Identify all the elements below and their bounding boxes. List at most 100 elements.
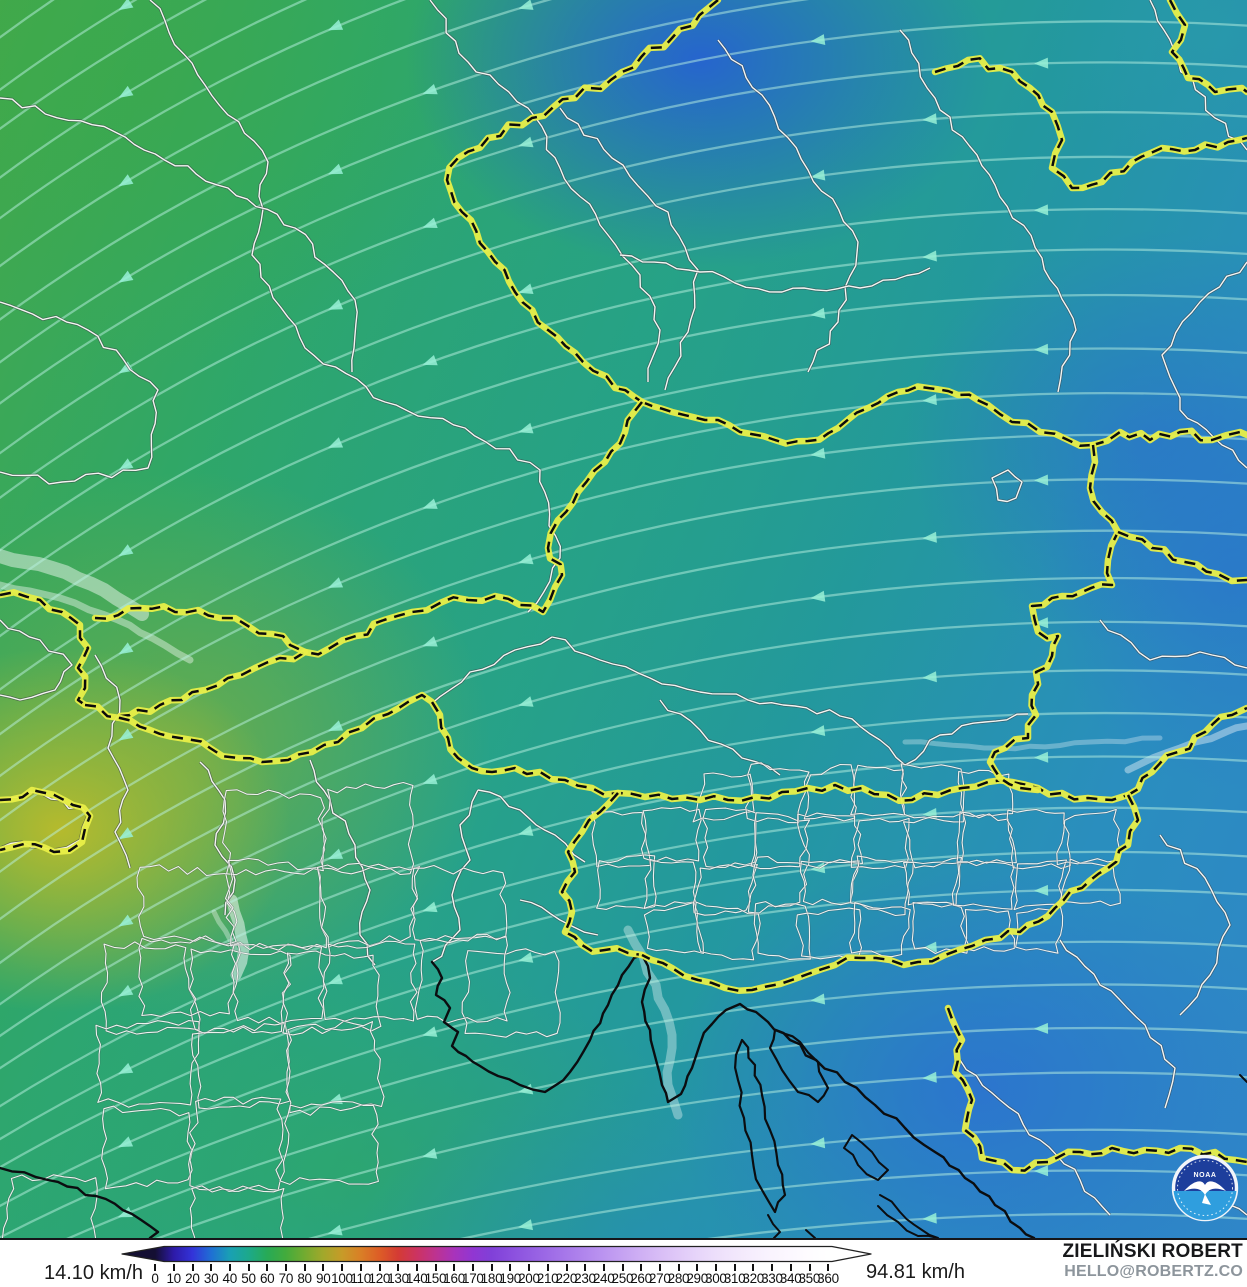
legend-tick [696,1264,699,1271]
country-border-dashes [0,788,92,854]
wind-arrow-icon [922,113,937,125]
wind-flow-map[interactable]: NOAA [0,0,1247,1240]
wind-arrow-icon [328,848,344,859]
legend-tick-label: 170 [461,1271,484,1286]
wind-arrow-icon [118,270,134,283]
wind-arrow-icon [922,394,937,406]
wind-arrow-icon [922,531,937,543]
admin-border-halo [898,29,1078,393]
municipal-border [702,807,758,869]
municipal-border [230,944,325,1024]
mura-river [1124,722,1247,774]
municipal-border [282,950,382,1036]
legend-tick-label: 300 [705,1271,727,1286]
municipal-border [753,901,811,960]
wind-arrow-icon [118,1136,134,1148]
municipal-halo [281,949,382,1036]
legend-tick-label: 40 [222,1271,238,1286]
legend-tick [584,1264,587,1271]
municipal-border [224,857,327,951]
streamline [0,293,1247,638]
legend-tick-label: 260 [630,1271,652,1286]
legend-tick [827,1264,830,1271]
municipal-border [747,855,809,914]
admin-border [619,254,931,293]
lake-streak [211,909,239,953]
streamline [0,888,1247,1169]
country-border-casing [944,1004,1247,1174]
legend-tick-label: 160 [443,1271,465,1286]
wind-arrow-icon [422,84,438,95]
legend-tick-label: 140 [405,1271,428,1286]
municipal-border [850,817,910,869]
legend-tick-label: 30 [203,1271,219,1286]
wind-arrow-icon [422,355,438,366]
municipal-border [100,941,201,1035]
legend-tick [434,1264,437,1271]
municipal-border [692,864,758,916]
admin-borders [0,0,1247,1217]
legend-tick [789,1264,792,1271]
country-border-casing [1124,704,1247,799]
noaa-gull-body [1202,1194,1211,1205]
wind-arrow-icon [810,34,826,45]
admin-border-halo [0,618,74,702]
legend-tick [397,1264,400,1271]
wind-arrow-icon [118,544,134,557]
admin-border [429,0,661,382]
province-mesh-italy [1,781,562,1238]
municipal-border [279,1100,379,1185]
admin-border [551,636,906,766]
municipal-border [899,763,965,823]
country-border-dashes [84,693,1129,803]
wind-arrow-icon [1034,57,1049,69]
streamline [0,0,407,220]
admin-border [309,759,376,966]
legend-tick-label: 90 [316,1271,331,1286]
admin-border-halo [558,107,700,391]
legend-tick-label: 190 [499,1271,521,1286]
legend-tick-label: 80 [297,1271,312,1286]
municipal-border [1,1174,98,1238]
color-scale-arrow-bar [121,1245,872,1263]
coastline [0,1166,160,1238]
legend-tick-label: 240 [592,1271,615,1286]
attribution-email: HELLO@ROBERTZ.CO [1064,1263,1243,1281]
wind-arrow-icon [328,577,344,588]
admin-border [659,699,781,776]
admin-border [477,789,586,863]
legend-tick-label: 70 [278,1271,294,1286]
legend-tick-label: 100 [331,1271,353,1286]
municipal-border [745,762,810,824]
wind-arrow-icon [422,1026,438,1037]
country-border-dashes [0,591,90,707]
country-border-dashes [119,401,643,718]
admin-border-halo [519,898,599,937]
admin-border [717,39,859,373]
country-border-casing [986,441,1122,794]
wind-arrow-icon [810,169,826,181]
legend-tick [528,1264,531,1271]
legend-tick [752,1264,755,1271]
wind-arrow-icon [1034,474,1049,486]
wind-arrow-icon [922,671,937,683]
admin-border [519,899,599,936]
wind-arrow-icon [1034,617,1049,629]
danube-streak [902,735,1163,752]
legend-tick-label: 200 [518,1271,540,1286]
coastline [430,953,644,1094]
streamline [155,1071,1247,1238]
country-border-dashes [1117,530,1247,583]
country-border-casing [0,589,92,709]
legend-tick [247,1264,250,1271]
legend-bar: 14.10 km/h 0 10 20 30 40 50 60 70 80 90 100 110 120 1… [0,1240,1247,1287]
legend-tick-label: 230 [574,1271,596,1286]
admin-border [0,619,73,701]
noaa-emblem-icon: NOAA [1171,1154,1239,1222]
municipal-border [963,908,1016,952]
legend-tick [285,1264,288,1271]
legend-tick [322,1264,325,1271]
country-border-casing [931,55,1247,192]
legend-tick [229,1264,232,1271]
municipal-border [1059,858,1121,907]
